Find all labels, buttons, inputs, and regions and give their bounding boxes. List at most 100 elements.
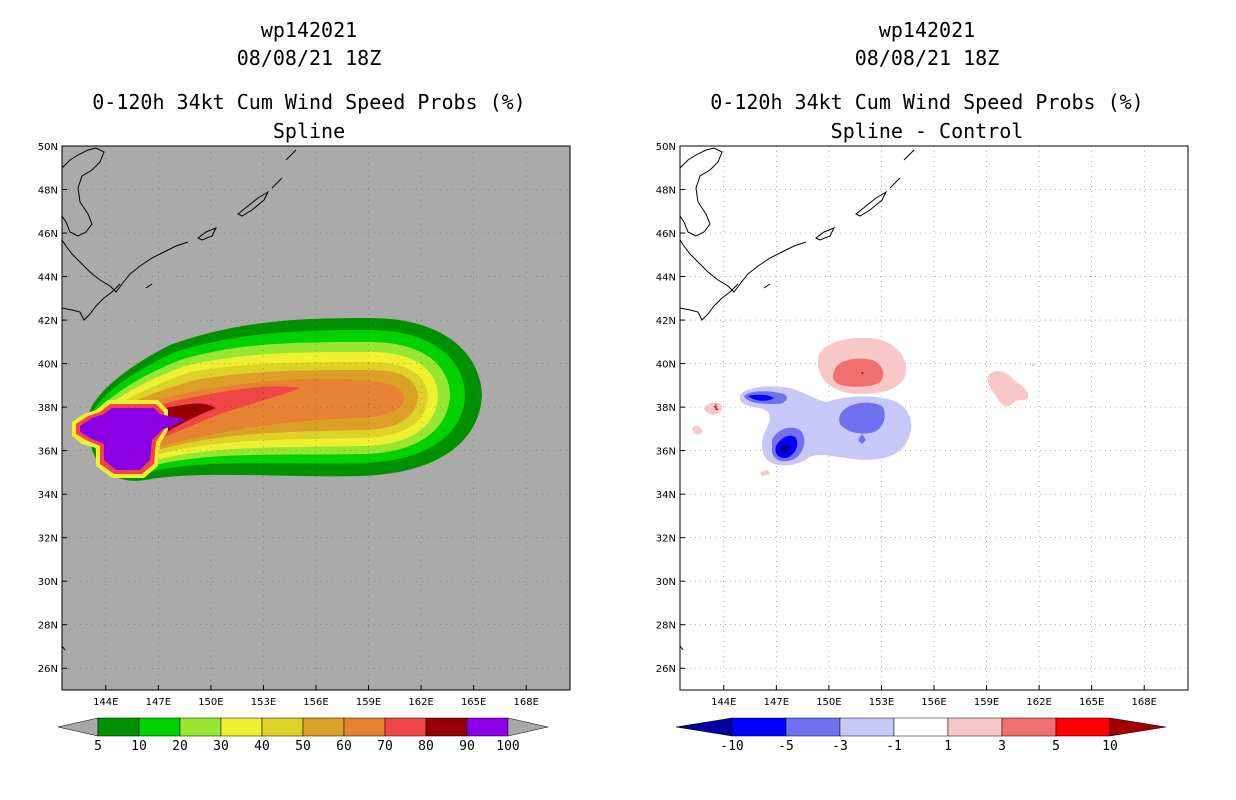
colorbar-high-arrow (507, 717, 549, 737)
lon-label: 144E (93, 697, 118, 708)
left-lat-labels: 50N 48N 46N 44N 42N 40N 38N 36N 34N 32N 30N 28N 26N (38, 142, 67, 675)
colorbar-label: -10 (720, 739, 743, 754)
colorbar-label: 100 (496, 739, 519, 754)
right-map-background (680, 146, 1188, 690)
lon-label: 165E (1079, 697, 1104, 708)
right-subtitle: Spline - Control (830, 119, 1024, 143)
colorbar-label: -3 (832, 739, 848, 754)
diff-positive-small (692, 425, 702, 435)
colorbar-swatch (731, 717, 787, 737)
colorbar-swatch (220, 717, 263, 737)
left-product-title: 0-120h 34kt Cum Wind Speed Probs (%) (92, 90, 526, 114)
lat-label: 42N (38, 316, 58, 327)
colorbar-swatch (179, 717, 222, 737)
lon-label: 153E (869, 697, 894, 708)
lon-label: 150E (198, 697, 223, 708)
lon-label: 147E (146, 697, 171, 708)
prob-contour-60 (102, 378, 404, 455)
colorbar-label: 70 (377, 739, 393, 754)
diff-positive-north-core (832, 358, 884, 387)
lat-label: 50N (38, 142, 58, 153)
colorbar-swatch (261, 717, 304, 737)
colorbar-label: 30 (213, 739, 229, 754)
lat-label: 40N (38, 360, 58, 371)
diff-negative-south-core (778, 444, 790, 454)
colorbar-swatch (97, 717, 140, 737)
lat-label: 26N (38, 664, 58, 675)
lat-label: 32N (656, 534, 676, 545)
lon-label: 153E (251, 697, 276, 708)
lat-label: 32N (38, 534, 58, 545)
right-storm-id: wp142021 (878, 18, 976, 42)
lon-label: 156E (921, 697, 946, 708)
left-gridlines (62, 146, 570, 690)
diff-positive-max (861, 371, 864, 375)
lat-label: 36N (38, 447, 58, 458)
colorbar-label: -5 (778, 739, 794, 754)
colorbar-swatch (1055, 717, 1111, 737)
colorbar-label: 10 (1102, 739, 1118, 754)
left-storm-id: wp142021 (260, 18, 358, 42)
lat-label: 46N (656, 229, 676, 240)
lat-label: 26N (656, 664, 676, 675)
colorbar-label: 10 (131, 739, 147, 754)
diff-negative-west-core (748, 394, 774, 401)
diff-negative-speck (858, 434, 866, 444)
lat-label: 48N (656, 186, 676, 197)
colorbar-swatch (1001, 717, 1057, 737)
colorbar-label: 5 (1052, 739, 1060, 754)
right-colorbar: -10 -5 -3 -1 1 3 5 10 (675, 717, 1167, 754)
colorbar-swatch (947, 717, 1003, 737)
lon-label: 162E (408, 697, 433, 708)
lat-label: 44N (656, 273, 676, 284)
lat-label: 42N (656, 316, 676, 327)
colorbar-low-arrow (675, 717, 733, 737)
lon-label: 150E (816, 697, 841, 708)
colorbar-label: 90 (459, 739, 475, 754)
lat-label: 28N (38, 621, 58, 632)
colorbar-swatch (343, 717, 386, 737)
colorbar-label: 5 (94, 739, 102, 754)
colorbar-swatch (138, 717, 181, 737)
lon-label: 168E (1132, 697, 1157, 708)
colorbar-label: 3 (998, 739, 1006, 754)
lat-label: 40N (656, 360, 676, 371)
diff-positive-dot (1030, 362, 1036, 368)
lat-label: 46N (38, 229, 58, 240)
colorbar-swatch (839, 717, 895, 737)
lat-label: 38N (38, 403, 58, 414)
colorbar-swatch (466, 717, 509, 737)
lat-label: 50N (656, 142, 676, 153)
lon-label: 159E (356, 697, 381, 708)
left-colorbar: 5 10 20 30 40 50 60 70 80 90 100 (57, 717, 549, 754)
left-map (62, 146, 570, 690)
lat-label: 30N (656, 577, 676, 588)
lon-label: 165E (461, 697, 486, 708)
lat-label: 44N (38, 273, 58, 284)
lat-label: 34N (656, 490, 676, 501)
left-datetime: 08/08/21 18Z (236, 46, 382, 70)
left-lon-labels: 144E 147E 150E 153E 156E 159E 162E 165E 168E (93, 685, 539, 708)
colorbar-label: 1 (944, 739, 952, 754)
lon-label: 144E (711, 697, 736, 708)
colorbar-swatch (893, 717, 949, 737)
diff-positive-west (704, 402, 723, 415)
colorbar-label: 20 (172, 739, 188, 754)
right-lat-labels: 50N 48N 46N 44N 42N 40N 38N 36N 34N 32N 30N 28N 26N (656, 142, 685, 675)
diff-positive-east (987, 371, 1029, 407)
diff-positive-west-core (713, 404, 719, 411)
lat-label: 38N (656, 403, 676, 414)
lon-label: 159E (974, 697, 999, 708)
prob-contour-100 (80, 408, 186, 470)
lat-label: 34N (38, 490, 58, 501)
colorbar-label: 60 (336, 739, 352, 754)
colorbar-swatch (384, 717, 427, 737)
left-subtitle: Spline (272, 119, 346, 143)
colorbar-swatch (302, 717, 345, 737)
lon-label: 168E (514, 697, 539, 708)
diff-positive-speck (760, 470, 770, 476)
colorbar-swatch (425, 717, 468, 737)
lat-label: 48N (38, 186, 58, 197)
lat-label: 28N (656, 621, 676, 632)
right-map (680, 146, 1188, 690)
